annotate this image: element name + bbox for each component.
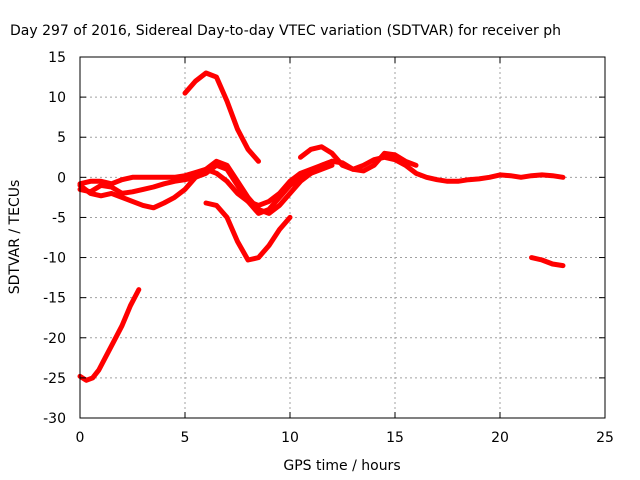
series-arc-2 — [182, 70, 261, 164]
series-arc-1 — [77, 287, 142, 383]
y-tick-label: -5 — [52, 210, 66, 226]
x-tick-label: 20 — [491, 430, 509, 446]
series-arc-8 — [329, 150, 419, 174]
y-tick-label: 15 — [48, 50, 66, 66]
plot-frame — [79, 56, 606, 419]
y-tick-label: 10 — [48, 90, 66, 106]
x-tick-label: 0 — [76, 430, 85, 446]
data-series — [77, 70, 566, 383]
y-axis-label: SDTVAR / TECUs — [7, 180, 23, 295]
grid — [80, 57, 605, 418]
y-tick-label: -15 — [43, 291, 66, 307]
y-tick-label: 0 — [57, 170, 66, 186]
x-tick-label: 5 — [181, 430, 190, 446]
x-axis-label: GPS time / hours — [283, 458, 400, 474]
y-tick-label: -20 — [43, 331, 66, 347]
series-arc-4 — [77, 162, 335, 216]
x-tick-label: 10 — [281, 430, 299, 446]
series-arc-9 — [529, 255, 566, 269]
series-arc-6 — [203, 200, 293, 263]
x-tick-label: 25 — [596, 430, 614, 446]
x-tick-label: 15 — [386, 430, 404, 446]
y-tick-label: -25 — [43, 371, 66, 387]
y-tick-label: -30 — [43, 411, 66, 427]
y-tick-label: 5 — [57, 130, 66, 146]
y-tick-label: -10 — [43, 251, 66, 267]
chart-title: Day 297 of 2016, Sidereal Day-to-day VTE… — [10, 23, 561, 39]
series-arc-5 — [77, 158, 335, 216]
axis-ticks: 0 5 10 15 20 25 -30 -25 -20 -15 -10 -5 0 5 10 15 — [43, 50, 614, 446]
